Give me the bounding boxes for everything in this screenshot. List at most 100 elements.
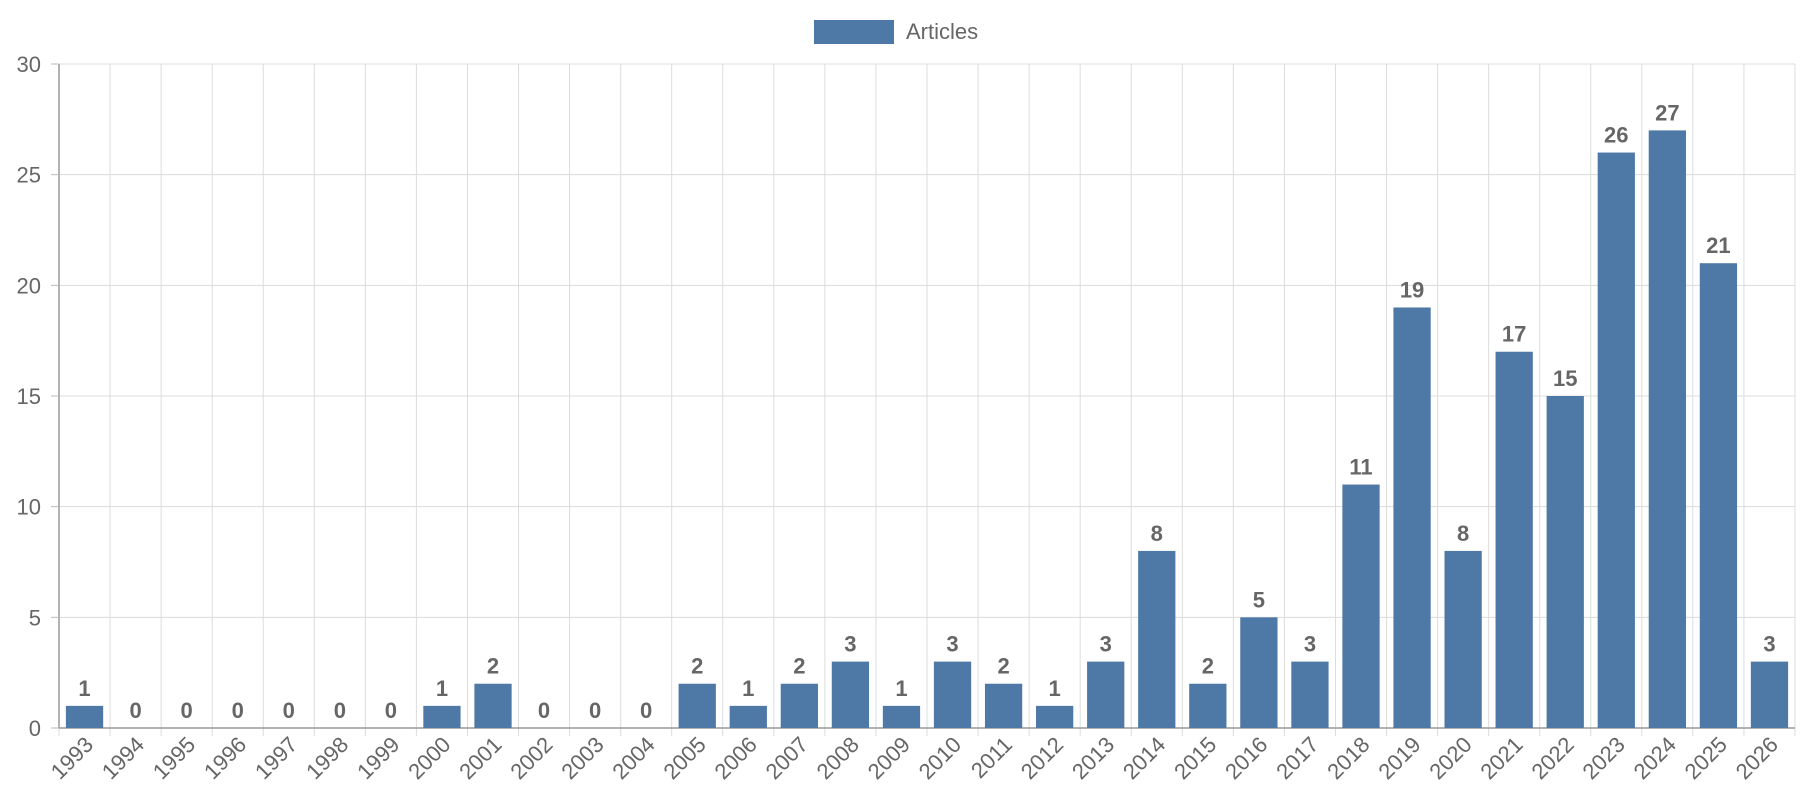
data-label-2013: 3: [1100, 632, 1112, 657]
x-tick-label-1996: 1996: [199, 732, 251, 784]
y-tick-label: 15: [17, 384, 41, 409]
data-label-2016: 5: [1253, 587, 1265, 612]
bar-2019[interactable]: [1393, 307, 1431, 728]
x-tick-label-2003: 2003: [556, 732, 608, 784]
data-label-2009: 1: [895, 676, 907, 701]
legend-swatch-articles: [814, 20, 894, 44]
bar-2010[interactable]: [933, 661, 972, 728]
data-label-1999: 0: [385, 698, 397, 723]
y-tick-label: 25: [17, 163, 41, 188]
bar-2005[interactable]: [678, 683, 716, 728]
x-tick-label-2020: 2020: [1424, 732, 1476, 784]
bar-2020[interactable]: [1444, 550, 1482, 728]
data-label-2002: 0: [538, 698, 550, 723]
x-tick-label-2019: 2019: [1373, 732, 1425, 784]
data-label-2005: 2: [691, 654, 703, 679]
data-label-2017: 3: [1304, 632, 1316, 657]
x-tick-label-2021: 2021: [1475, 732, 1527, 784]
bar-2000[interactable]: [423, 705, 461, 728]
y-tick-label: 10: [17, 495, 41, 520]
data-label-2008: 3: [844, 632, 856, 657]
data-label-2006: 1: [742, 676, 754, 701]
bar-2007[interactable]: [780, 683, 818, 728]
x-tick-label-2025: 2025: [1680, 732, 1732, 784]
x-tick-label-1999: 1999: [352, 732, 404, 784]
x-tick-label-2013: 2013: [1067, 732, 1119, 784]
y-tick-label: 30: [17, 52, 41, 77]
data-label-2001: 2: [487, 654, 499, 679]
data-label-2011: 2: [997, 654, 1009, 679]
x-tick-label-2022: 2022: [1526, 732, 1578, 784]
bar-2012[interactable]: [1036, 705, 1074, 728]
x-tick-label-2006: 2006: [710, 732, 762, 784]
data-label-2012: 1: [1049, 676, 1061, 701]
x-tick-label-2007: 2007: [761, 732, 813, 784]
bar-2021[interactable]: [1495, 351, 1533, 728]
x-tick-label-2016: 2016: [1220, 732, 1272, 784]
x-tick-label-2015: 2015: [1169, 732, 1221, 784]
data-label-2024: 27: [1655, 100, 1679, 125]
bar-2009[interactable]: [882, 705, 921, 728]
data-label-2020: 8: [1457, 521, 1469, 546]
x-tick-label-2014: 2014: [1118, 732, 1170, 784]
data-label-2010: 3: [946, 632, 958, 657]
grid-lines: [58, 63, 1796, 736]
data-label-1998: 0: [334, 698, 346, 723]
x-tick-label-2000: 2000: [403, 732, 455, 784]
x-tick-label-2004: 2004: [607, 732, 659, 784]
bar-2006[interactable]: [729, 705, 767, 728]
x-tick-label-1997: 1997: [250, 732, 302, 784]
data-label-1997: 0: [283, 698, 295, 723]
bar-2024[interactable]: [1648, 130, 1686, 728]
data-label-1996: 0: [232, 698, 244, 723]
x-tick-label-2017: 2017: [1271, 732, 1323, 784]
bar-2013[interactable]: [1087, 661, 1125, 728]
data-label-2000: 1: [436, 676, 448, 701]
bar-2017[interactable]: [1291, 661, 1329, 728]
x-tick-label-2002: 2002: [505, 732, 557, 784]
x-tick-label-1993: 1993: [46, 732, 98, 784]
bar-2011[interactable]: [984, 683, 1023, 728]
bar-2023[interactable]: [1597, 152, 1635, 729]
x-tick-label-2010: 2010: [914, 732, 966, 784]
bar-2026[interactable]: [1750, 661, 1789, 728]
bar-1993[interactable]: [65, 705, 104, 728]
x-tick-label-2005: 2005: [658, 732, 710, 784]
bar-2008[interactable]: [831, 661, 870, 728]
data-label-2015: 2: [1202, 654, 1214, 679]
bar-2015[interactable]: [1189, 683, 1227, 728]
data-label-2022: 15: [1553, 366, 1577, 391]
bar-2025[interactable]: [1699, 263, 1738, 728]
bar-2016[interactable]: [1240, 617, 1278, 728]
data-label-2025: 21: [1706, 233, 1730, 258]
bar-2001[interactable]: [474, 683, 512, 728]
bar-2018[interactable]: [1342, 484, 1380, 728]
y-tick-label: 5: [29, 605, 41, 630]
x-tick-label-2009: 2009: [863, 732, 915, 784]
bar-2014[interactable]: [1138, 550, 1176, 728]
data-label-2003: 0: [589, 698, 601, 723]
x-tick-label-2008: 2008: [812, 732, 864, 784]
data-label-2004: 0: [640, 698, 652, 723]
x-tick-label-1994: 1994: [97, 732, 149, 784]
bars: [65, 130, 1789, 729]
data-label-2014: 8: [1151, 521, 1163, 546]
x-tick-label-2001: 2001: [454, 732, 506, 784]
legend-label-articles: Articles: [906, 19, 978, 44]
data-label-2023: 26: [1604, 123, 1628, 148]
x-tick-label-1995: 1995: [148, 732, 200, 784]
bar-2022[interactable]: [1546, 396, 1584, 728]
y-tick-label: 20: [17, 273, 41, 298]
data-label-1994: 0: [129, 698, 141, 723]
x-tick-label-2018: 2018: [1322, 732, 1374, 784]
x-tick-label-2011: 2011: [966, 732, 1017, 783]
legend[interactable]: Articles: [814, 19, 978, 44]
data-label-2026: 3: [1763, 632, 1775, 657]
data-label-2007: 2: [793, 654, 805, 679]
data-label-1995: 0: [181, 698, 193, 723]
x-axis-ticks: 1993199419951996199719981999200020012002…: [46, 732, 1783, 784]
data-label-2018: 11: [1349, 455, 1372, 480]
x-tick-label-1998: 1998: [301, 732, 353, 784]
